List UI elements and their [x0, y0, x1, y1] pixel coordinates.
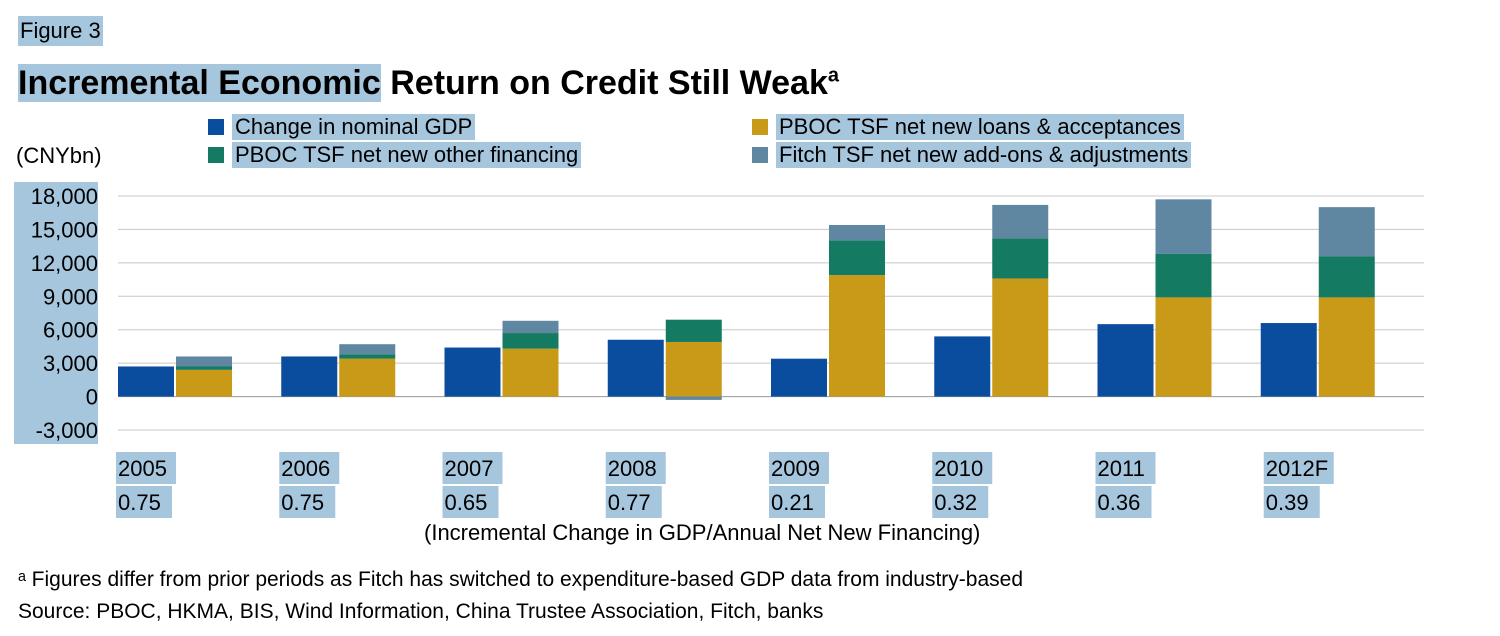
bar-gdp-2005: [118, 366, 174, 397]
bar-loans-2006: [339, 358, 396, 397]
legend-swatch-gdp: [208, 119, 224, 135]
chart-title-footnote-marker: a: [827, 64, 840, 87]
x-tick-label: 2012F: [1266, 456, 1328, 481]
legend-label-addons: Fitch TSF net new add-ons & adjustments: [776, 142, 1192, 168]
bar-gdp-2011: [1097, 324, 1154, 397]
x-tick-label: 2010: [934, 456, 983, 481]
y-tick-highlight: [14, 182, 98, 444]
legend-swatch-other: [208, 147, 224, 163]
x-label-highlight: [1095, 452, 1156, 484]
bar-addons-2009: [829, 224, 885, 241]
ratio-label: 0.75: [118, 490, 161, 515]
chart-plot: 18,000 15,000 12,000 9,000 6,000 3,000 0 -3,000…: [14, 182, 1424, 518]
ratio-label: 0.21: [771, 490, 814, 515]
source-note: Source: PBOC, HKMA, BIS, Wind Informatio…: [18, 600, 824, 623]
ratio-label: 0.32: [934, 490, 977, 515]
bar-gdp-2007: [444, 347, 501, 397]
bar-other-2010: [992, 238, 1049, 279]
legend-item-addons: Fitch TSF net new add-ons & adjustments: [752, 142, 1192, 168]
bar-loans-2011: [1155, 297, 1212, 397]
ratio-label-highlight: [279, 486, 336, 518]
x-label-highlight: [769, 452, 829, 484]
ratio-label-highlight: [605, 486, 662, 518]
bar-gdp-2008: [607, 339, 664, 397]
legend-label-gdp: Change in nominal GDP: [232, 114, 476, 140]
bar-gdp-2010: [934, 336, 991, 397]
legend-item-other: PBOC TSF net new other financing: [208, 142, 582, 168]
bar-addons-2005: [176, 356, 232, 367]
y-tick-label: 3,000: [43, 351, 98, 376]
legend-item-gdp: Change in nominal GDP: [208, 114, 476, 140]
bar-other-2005: [176, 366, 232, 370]
y-tick-label: 0: [86, 385, 98, 410]
bar-loans-2005: [176, 369, 232, 397]
bar-loans-2009: [829, 275, 885, 397]
ratio-label-highlight: [116, 486, 172, 518]
ratio-label: 0.39: [1266, 490, 1309, 515]
x-tick-label: 2011: [1098, 456, 1145, 481]
ratio-label: 0.65: [445, 490, 488, 515]
x-label-highlight: [1263, 452, 1334, 484]
figure-label: Figure 3: [18, 16, 103, 46]
legend-label-other: PBOC TSF net new other financing: [232, 142, 582, 168]
bar-addons-2008: [665, 396, 722, 400]
ratio-label: 0.36: [1098, 490, 1141, 515]
x-tick-label: 2006: [281, 456, 330, 481]
footnote: ᵃ Figures differ from prior periods as F…: [18, 568, 1024, 591]
ratio-label-highlight: [932, 486, 989, 518]
bar-other-2011: [1155, 253, 1212, 298]
bar-addons-2011: [1155, 199, 1212, 254]
x-label-highlight: [605, 452, 666, 484]
x-label-highlight: [442, 452, 503, 484]
bar-other-2012F: [1318, 256, 1375, 298]
bar-gdp-2012F: [1260, 323, 1317, 397]
ratio-label: 0.77: [608, 490, 651, 515]
legend-label-loans: PBOC TSF net new loans & acceptances: [776, 114, 1184, 140]
ratio-label-highlight: [1263, 486, 1320, 518]
x-tick-label: 2005: [118, 456, 167, 481]
x-label-highlight: [932, 452, 993, 484]
bar-other-2006: [339, 354, 396, 359]
y-tick-label: 15,000: [31, 217, 98, 242]
chart-title-part2: Return on Credit Still Weak: [380, 64, 828, 102]
bar-loans-2008: [665, 341, 722, 397]
bar-addons-2006: [339, 344, 396, 355]
ratio-label-highlight: [769, 486, 825, 518]
x-label-highlight: [279, 452, 340, 484]
ratio-label-highlight: [1095, 486, 1152, 518]
legend-swatch-addons: [752, 147, 768, 163]
bar-other-2008: [665, 319, 722, 342]
bar-gdp-2006: [281, 356, 338, 397]
x-label-highlight: [116, 452, 176, 484]
y-tick-label: 12,000: [31, 251, 98, 276]
ratio-label-highlight: [442, 486, 499, 518]
chart-title-part1: Incremental Economic: [18, 64, 381, 102]
bar-other-2009: [829, 240, 885, 276]
ratio-label: 0.75: [281, 490, 324, 515]
bar-gdp-2009: [771, 358, 827, 397]
y-tick-label: 6,000: [43, 318, 98, 343]
chart-title: Incremental Economic Return on Credit St…: [18, 64, 839, 103]
bar-loans-2010: [992, 278, 1049, 397]
x-tick-label: 2007: [445, 456, 494, 481]
bar-addons-2007: [502, 320, 559, 334]
x-tick-label: 2008: [608, 456, 657, 481]
y-tick-label: 9,000: [43, 284, 98, 309]
bar-loans-2007: [502, 348, 559, 397]
bar-addons-2012F: [1318, 207, 1375, 257]
legend-swatch-loans: [752, 119, 768, 135]
x-axis-note: (Incremental Change in GDP/Annual Net Ne…: [424, 520, 981, 545]
legend-item-loans: PBOC TSF net new loans & acceptances: [752, 114, 1184, 140]
bar-other-2007: [502, 333, 559, 349]
y-tick-label: 18,000: [31, 184, 98, 209]
y-tick-label: -3,000: [36, 418, 98, 443]
y-axis-unit: (CNYbn): [16, 143, 102, 168]
x-tick-label: 2009: [771, 456, 820, 481]
bar-addons-2010: [992, 204, 1049, 239]
bar-loans-2012F: [1318, 297, 1375, 397]
